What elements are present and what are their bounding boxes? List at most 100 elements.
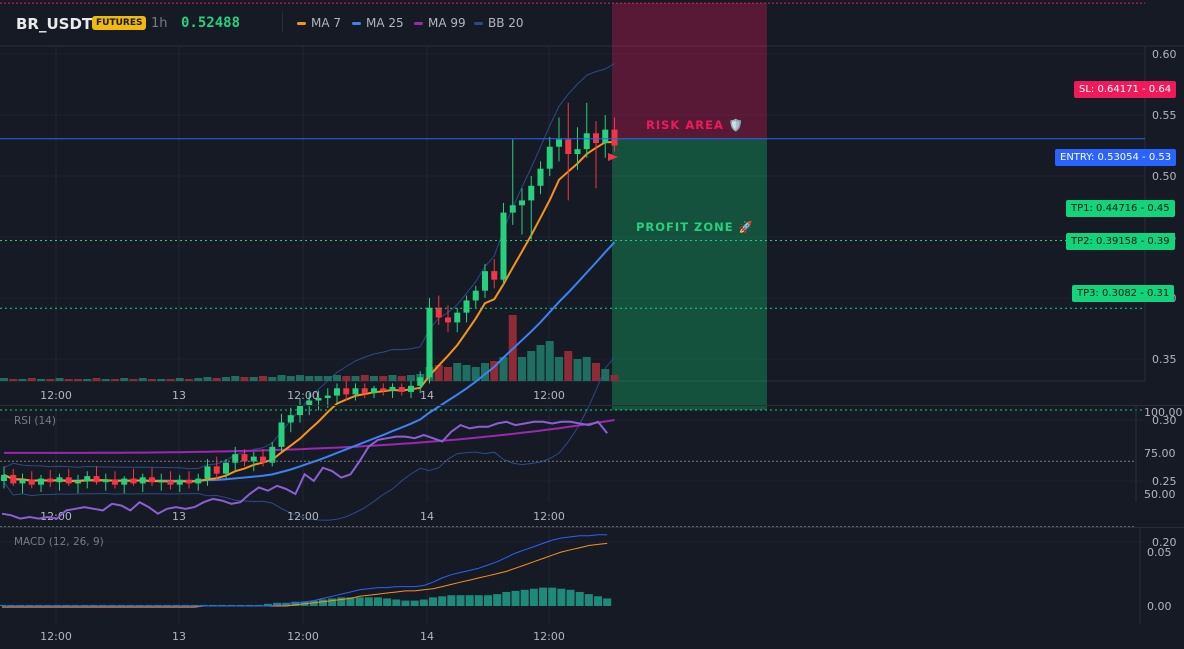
pane-divider-rsi[interactable] xyxy=(0,405,1184,406)
macd-axis-label: 0.05 xyxy=(1147,546,1172,559)
candle-body xyxy=(167,481,174,485)
macd-histogram-bar xyxy=(355,597,364,606)
candle-body xyxy=(593,133,599,144)
volume-bar xyxy=(55,378,64,381)
volume-bar xyxy=(222,377,230,381)
macd-histogram-bar xyxy=(328,598,337,606)
legend-ma25[interactable]: MA 25 xyxy=(352,16,404,30)
volume-bar xyxy=(92,378,101,381)
legend-ma99[interactable]: MA 99 xyxy=(414,16,466,30)
volume-bar xyxy=(407,375,415,381)
candle-body xyxy=(546,146,553,169)
legend-ma7[interactable]: MA 7 xyxy=(297,16,341,30)
candle-body xyxy=(315,398,322,401)
volume-bar xyxy=(203,377,212,381)
candle-body xyxy=(389,387,396,391)
macd-line xyxy=(2,534,608,607)
volume-bar xyxy=(286,376,295,381)
candle-body xyxy=(445,317,451,323)
price-axis-label: 0.30 xyxy=(1152,414,1177,427)
macd-histogram-bar xyxy=(53,604,62,606)
volume-bar xyxy=(111,379,119,381)
macd-histogram-bar xyxy=(199,604,208,606)
macd-histogram-bar xyxy=(273,602,282,606)
candle-body xyxy=(28,479,35,485)
macd-histogram-bar xyxy=(419,599,428,606)
macd-histogram-bar xyxy=(484,595,493,606)
candle-body xyxy=(371,388,377,394)
candle-body xyxy=(38,478,44,485)
legend-bb20[interactable]: BB 20 xyxy=(474,16,524,30)
bb-lower-line xyxy=(3,356,615,521)
candle-body xyxy=(121,478,128,485)
candle-body xyxy=(84,476,91,481)
risk-area-label: RISK AREA 🛡️ xyxy=(646,118,745,132)
macd-histogram-bar xyxy=(62,604,71,606)
candle-body xyxy=(223,462,229,474)
price-axis-label: 0.20 xyxy=(1152,536,1177,549)
macd-histogram-bar xyxy=(144,604,153,606)
candle-body xyxy=(602,129,609,144)
volume-bar xyxy=(601,369,610,381)
time-axis-label: 12:00 xyxy=(40,630,72,643)
pane-divider-macd[interactable] xyxy=(0,527,1184,528)
volume-bar xyxy=(314,376,323,381)
candle-body xyxy=(361,388,368,394)
candle-body xyxy=(583,133,590,150)
macd-histogram-bar xyxy=(71,604,80,606)
volume-bar xyxy=(64,379,73,381)
macd-histogram-bar xyxy=(539,587,548,606)
macd-histogram-bar xyxy=(80,604,89,606)
candle-body xyxy=(306,400,313,406)
candle-body xyxy=(426,307,433,378)
volume-bar xyxy=(462,365,471,381)
trade-level-lines xyxy=(0,2,1145,411)
candle-body xyxy=(334,388,340,396)
macd-histogram-bar xyxy=(575,591,584,606)
candle-body xyxy=(565,139,572,155)
volume-bar xyxy=(231,376,240,381)
macd-histogram-bar xyxy=(218,604,227,606)
candle-body xyxy=(352,388,359,395)
candle-body xyxy=(500,212,507,280)
candle-body xyxy=(519,200,525,206)
candle-body xyxy=(213,466,220,474)
candle-body xyxy=(204,466,211,479)
volume-bar xyxy=(157,379,166,381)
ma99-color-swatch xyxy=(414,21,423,25)
macd-histogram-bar xyxy=(520,589,529,606)
macd-histogram-bar xyxy=(465,595,474,606)
macd-histogram-bar xyxy=(163,604,172,606)
time-axis-label: 12:00 xyxy=(533,389,565,402)
volume-bar xyxy=(129,379,138,381)
tp3-price-tag: TP3: 0.3082 - 0.31 xyxy=(1072,285,1175,302)
macd-histogram-bar xyxy=(318,599,327,606)
macd-histogram-bar xyxy=(383,598,392,606)
volume-bar xyxy=(240,377,249,381)
macd-histogram-bar xyxy=(245,604,254,606)
entry-price-tag: ENTRY: 0.53054 - 0.53 xyxy=(1055,149,1177,166)
macd-histogram-bar xyxy=(172,604,181,606)
volume-bar xyxy=(138,378,147,381)
macd-histogram-bar xyxy=(0,604,6,606)
chart-header: BR_USDT FUTURES 1h 0.52488 MA 7 MA 25 MA… xyxy=(0,0,1184,46)
candle-body xyxy=(186,479,192,484)
symbol-name[interactable]: BR_USDT xyxy=(16,15,93,33)
candle-body xyxy=(278,422,285,447)
volume-bar xyxy=(545,341,554,381)
macd-title: MACD (12, 26, 9) xyxy=(14,536,104,548)
volume-bar xyxy=(194,378,203,381)
macd-histogram-bar xyxy=(208,604,217,606)
candle-body xyxy=(93,476,100,483)
candle-body xyxy=(195,478,202,484)
candle-body xyxy=(482,271,488,291)
macd-histogram-bar xyxy=(108,604,117,606)
volume-bars xyxy=(0,315,619,381)
timeframe-selector[interactable]: 1h xyxy=(151,16,168,31)
candle-body xyxy=(463,300,470,313)
macd-histogram-bar xyxy=(337,597,346,606)
legend-ma7-label: MA 7 xyxy=(311,16,342,30)
candle-body xyxy=(149,477,155,483)
macd-histogram-bar xyxy=(373,597,382,606)
